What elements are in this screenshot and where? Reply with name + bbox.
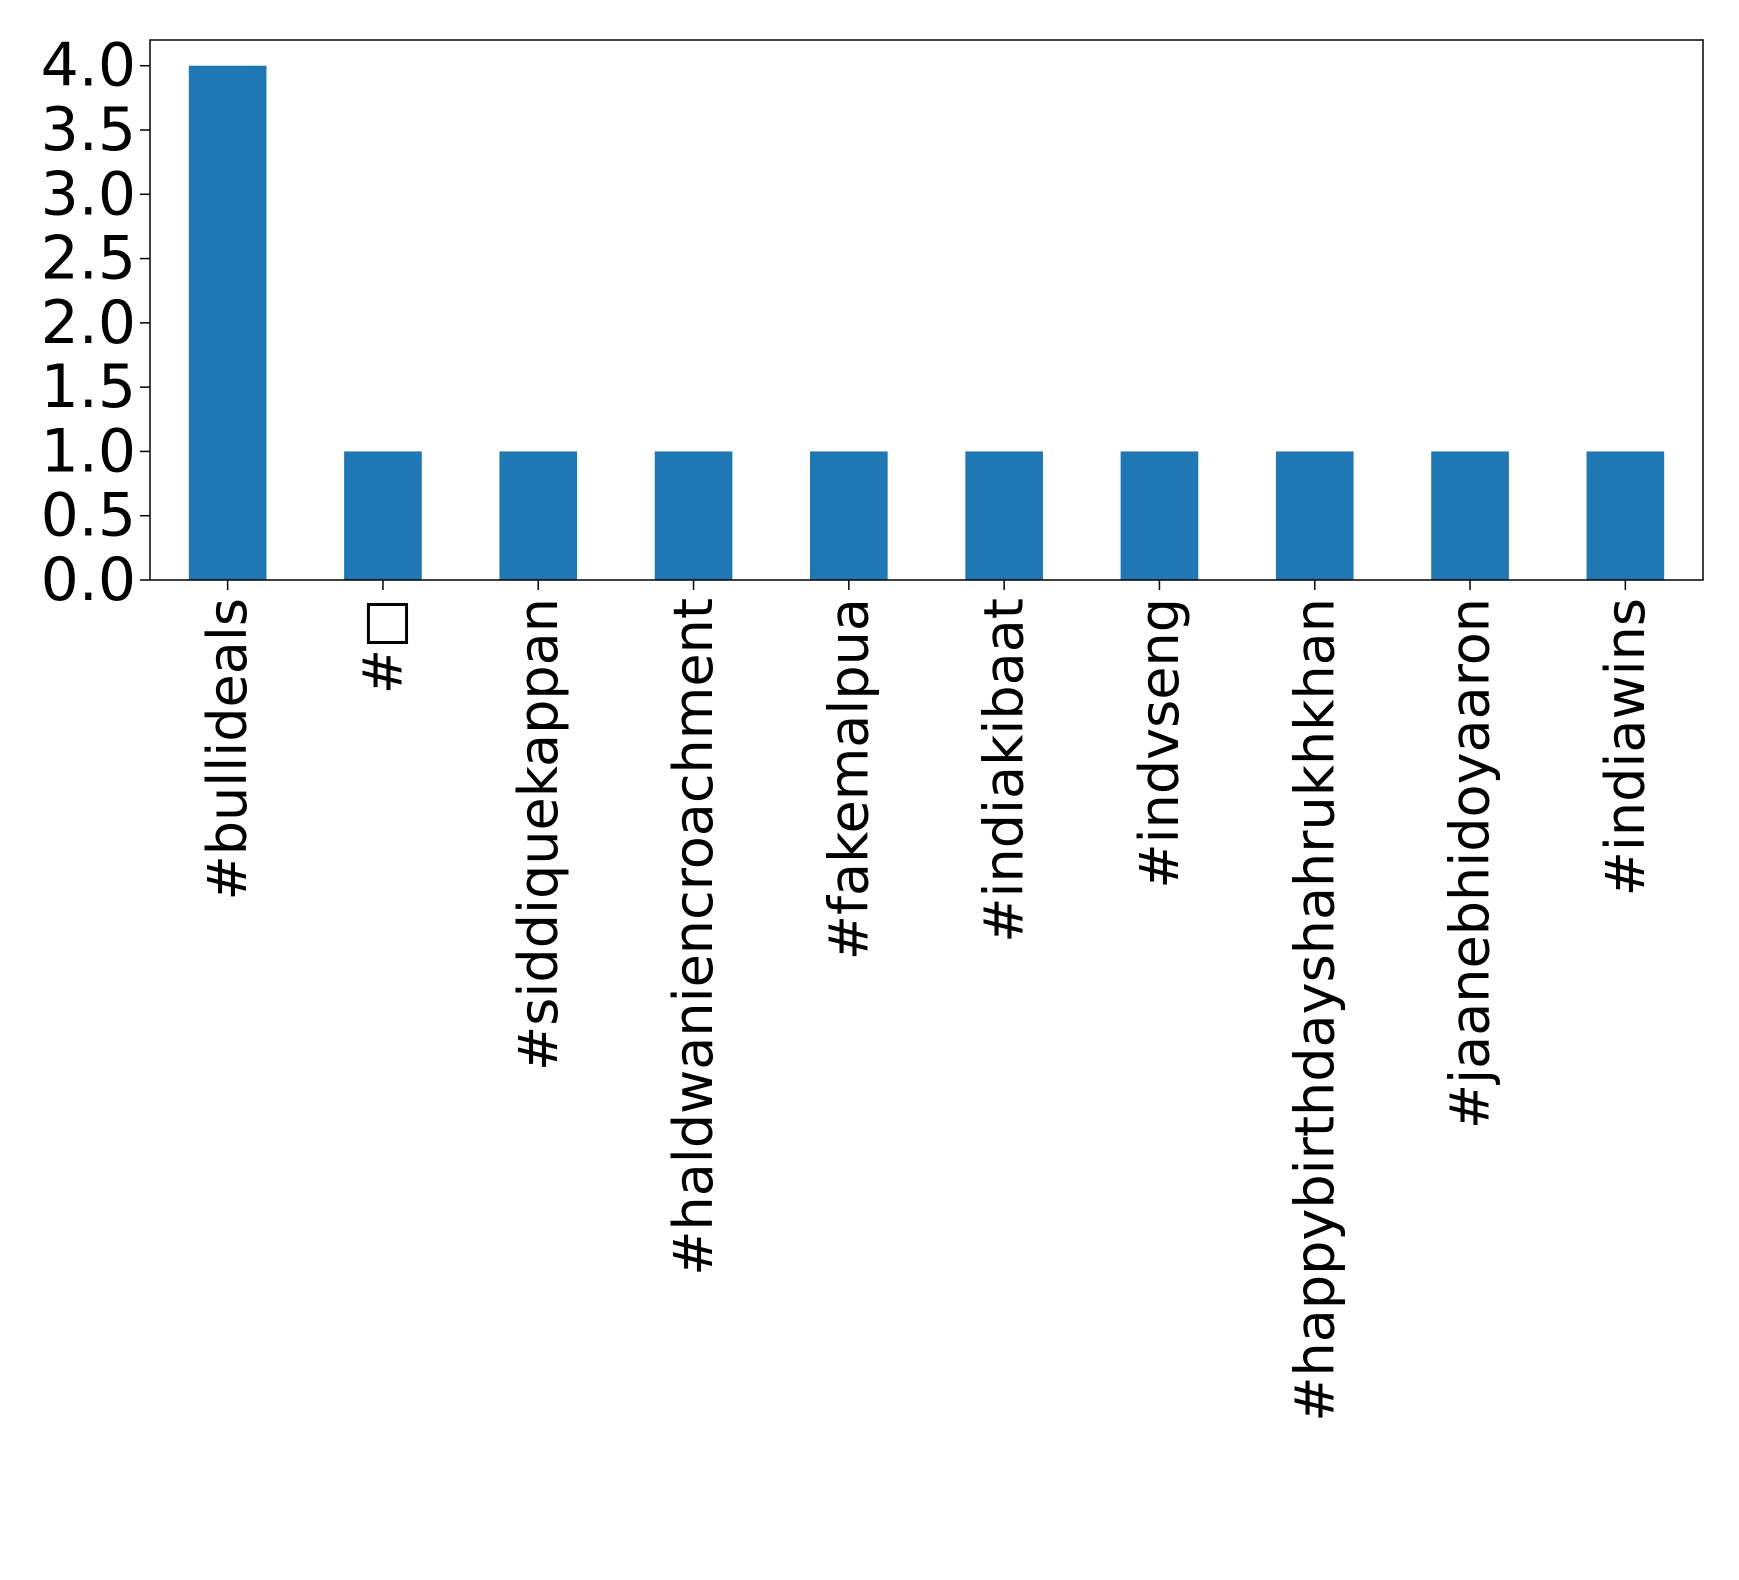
y-tick-label: 3.5 (41, 95, 136, 165)
bar (499, 451, 578, 580)
y-tick-label: 2.5 (41, 224, 136, 294)
x-tick-label: #siddiquekappan (507, 598, 570, 1071)
bar (810, 451, 888, 580)
x-tick-label: #jaanebhidoyaaron (1439, 598, 1502, 1129)
bar (654, 451, 733, 580)
y-tick-label: 3.0 (41, 159, 136, 229)
y-tick-label: 0.5 (41, 481, 136, 551)
x-tick-label: #haldwaniencroachment (662, 598, 725, 1276)
plot-frame (149, 39, 1704, 581)
y-axis: 0.00.51.01.52.02.53.03.54.0 (41, 31, 150, 615)
bar (188, 65, 267, 580)
x-axis: #bullideals #□ #siddiquekappan #haldwanienc… (196, 580, 1657, 1422)
y-tick-label: 2.0 (41, 288, 136, 358)
y-tick-label: 4.0 (41, 31, 136, 101)
y-tick-label: 0.0 (41, 545, 136, 615)
bar (1275, 451, 1354, 580)
y-tick-label: 1.0 (41, 416, 136, 486)
x-tick-label: #happybirthdayshahrukhkhan (1283, 598, 1346, 1422)
bar (1431, 451, 1509, 580)
bar (1586, 451, 1665, 580)
x-tick-label: #indiakibaat (973, 598, 1036, 943)
x-tick-label: #indvseng (1128, 598, 1191, 889)
x-tick-label: #bullideals (196, 598, 259, 900)
bar (344, 451, 422, 580)
bar (965, 451, 1043, 580)
bar (1120, 451, 1199, 580)
y-tick-label: 1.5 (41, 352, 136, 422)
x-tick-label: #fakemalpua (817, 598, 880, 960)
x-tick-label: #indiawins (1594, 598, 1657, 896)
bars-group (188, 65, 1665, 580)
x-tick-label: #□ (351, 598, 414, 694)
